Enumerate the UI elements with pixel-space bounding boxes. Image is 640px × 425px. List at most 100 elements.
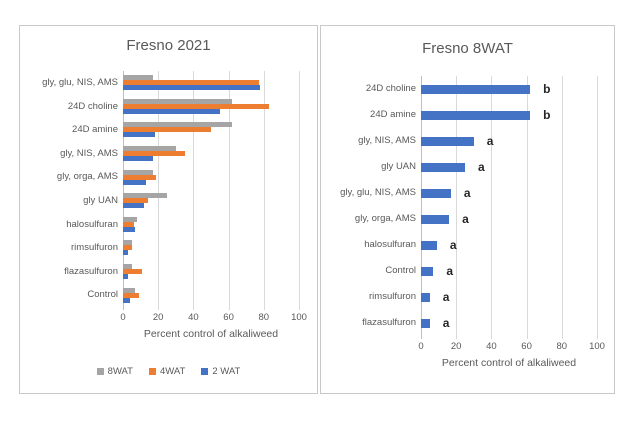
category-label: rimsulfuron	[71, 242, 118, 254]
bar-group	[123, 260, 299, 284]
fresno-8wat-chart-panel: Fresno 8WAT 0 20 40 60 80 100 24D choline b 24D …	[320, 25, 615, 394]
bar-8wat	[123, 193, 167, 199]
significance-letter: a	[446, 264, 453, 278]
x-tick-label: 60	[223, 312, 234, 323]
bar-8wat	[123, 122, 233, 128]
bar-8wat	[123, 240, 132, 246]
bar-group	[421, 154, 597, 180]
gridline	[491, 76, 493, 339]
bar-8wat	[421, 162, 465, 172]
legend-label: 2 WAT	[212, 366, 241, 377]
bar-group	[421, 102, 597, 128]
bar-group	[421, 284, 597, 310]
bar-2wat	[123, 250, 129, 256]
bar-8wat	[123, 98, 233, 104]
significance-letter: a	[463, 186, 471, 200]
category-label: 24D choline	[67, 100, 118, 112]
bar-8wat	[123, 216, 138, 222]
bar-8wat	[421, 292, 430, 302]
significance-letter: a	[442, 316, 450, 330]
bar-8wat	[123, 287, 136, 293]
x-tick-label: 80	[258, 312, 270, 323]
x-tick-label: 80	[556, 341, 568, 352]
significance-letter: a	[486, 134, 494, 148]
category-label: gly, NIS, AMS	[60, 147, 118, 159]
legend-swatch-icon	[149, 368, 156, 375]
gridline	[193, 71, 195, 310]
category-label: halosulfuran	[66, 218, 118, 230]
gridline	[597, 76, 598, 339]
legend-label: 4WAT	[160, 366, 186, 377]
bar-4wat	[123, 269, 143, 275]
bar-2wat	[123, 203, 145, 209]
category-label: gly, orga, AMS	[56, 171, 118, 183]
gridline	[456, 76, 458, 339]
bar-group	[421, 310, 597, 336]
gridline	[263, 71, 265, 310]
x-tick-label: 60	[521, 341, 532, 352]
bar-4wat	[123, 127, 211, 133]
x-tick-label: 100	[589, 341, 605, 352]
significance-letter: b	[543, 108, 551, 122]
gridline	[526, 76, 528, 339]
category-label: gly, NIS, AMS	[358, 135, 416, 146]
legend-label: 8WAT	[107, 366, 133, 377]
bar-4wat	[123, 221, 134, 227]
bar-2wat	[123, 274, 129, 280]
bar-group	[421, 76, 597, 102]
bar-8wat	[421, 240, 437, 250]
bar-group	[123, 189, 299, 213]
category-label: Control	[87, 289, 118, 301]
bar-4wat	[123, 245, 132, 251]
bar-group	[123, 236, 299, 260]
significance-letter: a	[478, 160, 485, 174]
x-tick-label: 20	[450, 341, 462, 352]
fresno-2021-chart-panel: Fresno 2021 0 20 40 60 80 100 gly, glu, NIS, A…	[19, 25, 318, 394]
bar-group	[123, 118, 299, 142]
category-label: gly, orga, AMS	[354, 213, 416, 224]
bar-group	[123, 95, 299, 119]
category-label: flazasulfuron	[362, 317, 416, 328]
bar-group	[421, 128, 597, 154]
y-axis-line	[123, 71, 124, 310]
x-tick-label: 20	[152, 312, 164, 323]
bar-8wat	[123, 75, 153, 81]
bar-2wat	[123, 85, 261, 91]
bar-8wat	[421, 188, 451, 198]
bar-8wat	[421, 136, 474, 146]
bar-2wat	[123, 179, 146, 185]
legend-item: 8WAT	[96, 366, 133, 377]
bar-2wat	[123, 108, 220, 114]
bar-8wat	[421, 110, 531, 120]
chart-title: Fresno 8WAT	[422, 40, 513, 57]
bar-4wat	[123, 80, 259, 86]
chart-title: Fresno 2021	[126, 37, 211, 54]
legend-swatch-icon	[96, 368, 104, 375]
bar-8wat	[421, 318, 430, 328]
x-tick-label: 0	[120, 312, 126, 323]
category-label: flazasulfuron	[64, 265, 118, 277]
bar-8wat	[123, 169, 153, 175]
x-tick-label: 100	[291, 312, 307, 323]
significance-letter: a	[449, 238, 457, 252]
bar-group	[123, 165, 299, 189]
x-tick-label: 40	[188, 312, 199, 323]
bar-4wat	[123, 151, 185, 157]
category-label: gly, glu, NIS, AMS	[42, 77, 118, 88]
category-label: Control	[385, 265, 416, 276]
category-label: 24D amine	[370, 109, 416, 120]
x-axis-label: Percent control of alkaliweed	[441, 357, 577, 369]
x-tick-label: 0	[418, 341, 424, 352]
category-label: gly, glu, NIS, AMS	[340, 187, 416, 198]
gridline	[158, 71, 160, 310]
bar-group	[123, 283, 299, 307]
bar-4wat	[123, 103, 270, 109]
bar-group	[421, 180, 597, 206]
legend-swatch-icon	[201, 368, 209, 375]
bar-8wat	[123, 146, 176, 152]
significance-letter: a	[442, 290, 450, 304]
x-tick-label: 40	[486, 341, 497, 352]
bar-2wat	[123, 132, 155, 138]
bar-group	[123, 71, 299, 95]
